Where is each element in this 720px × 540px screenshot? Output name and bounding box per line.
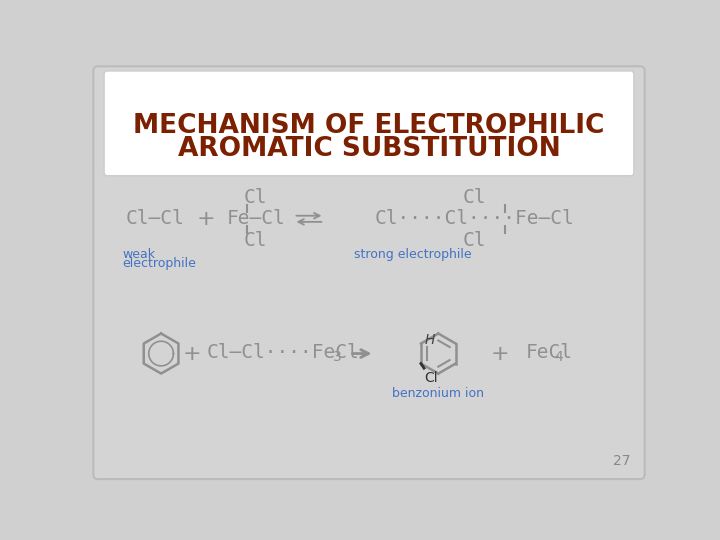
Text: AROMATIC SUBSTITUTION: AROMATIC SUBSTITUTION [178, 137, 560, 163]
Text: strong electrophile: strong electrophile [354, 248, 471, 261]
Text: benzonium ion: benzonium ion [392, 387, 485, 400]
Text: Cl—Cl: Cl—Cl [125, 210, 184, 228]
Text: +: + [197, 209, 215, 229]
Text: FeCl: FeCl [526, 343, 572, 362]
Text: H: H [425, 334, 435, 347]
Text: Cl: Cl [244, 231, 268, 250]
FancyBboxPatch shape [94, 66, 644, 479]
Text: Cl—Cl····FeCl: Cl—Cl····FeCl [207, 343, 359, 362]
FancyBboxPatch shape [104, 71, 634, 176]
Text: Fe—Cl: Fe—Cl [226, 210, 285, 228]
Text: 27: 27 [613, 454, 631, 468]
Text: MECHANISM OF ELECTROPHILIC: MECHANISM OF ELECTROPHILIC [133, 113, 605, 139]
Text: +: + [490, 343, 509, 363]
Text: +: + [183, 343, 201, 363]
Text: electrophile: electrophile [122, 256, 197, 269]
Text: Cl: Cl [463, 188, 486, 207]
Text: Cl: Cl [463, 231, 486, 250]
Text: Cl····Cl····Fe—Cl: Cl····Cl····Fe—Cl [374, 210, 575, 228]
Text: Cl: Cl [424, 372, 438, 385]
Text: Cl: Cl [244, 188, 268, 207]
Text: 4: 4 [554, 350, 563, 365]
Text: 3: 3 [333, 350, 341, 365]
Text: weak: weak [122, 248, 156, 261]
